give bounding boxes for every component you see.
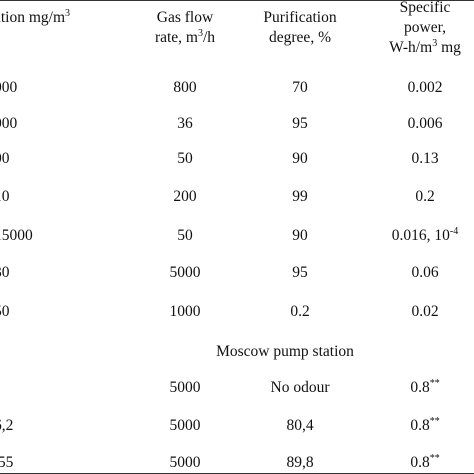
body-cell: 5000	[169, 379, 201, 396]
cell-line: Gas flow	[155, 8, 215, 28]
body-cell: 50	[177, 227, 193, 244]
header-cell: Purification degree, %	[263, 8, 336, 48]
text: degree, %	[269, 29, 331, 46]
text: mg	[437, 39, 461, 56]
superscript: **	[429, 378, 440, 389]
text: Specific	[399, 0, 451, 16]
cell-line: 0.8**	[410, 416, 439, 436]
cell-line: Purification	[263, 8, 336, 28]
text: W-h/m	[389, 39, 433, 56]
text: power,	[404, 19, 446, 36]
text: Purification	[263, 9, 337, 26]
body-cell: 0.006	[407, 115, 443, 132]
superscript: **	[429, 416, 440, 427]
text: 0.8	[410, 417, 430, 434]
body-cell: 1000	[169, 303, 201, 320]
cell-line: rate, m3/h	[155, 28, 215, 48]
superscript: -4	[449, 226, 459, 237]
top-rule	[0, 0, 474, 1]
cell-line: 0.8**	[410, 453, 439, 473]
body-cell: 95	[292, 264, 308, 281]
text: Gas flow	[156, 9, 214, 26]
body-cell: 5000	[169, 417, 201, 434]
section-label: Moscow pump station	[216, 343, 354, 360]
body-cell: 90	[292, 150, 308, 167]
body-cell: 0.06	[411, 264, 439, 281]
header-cell: Gas flow rate, m3/h	[155, 8, 215, 48]
body-cell: 000	[0, 115, 18, 132]
body-cell: 5000	[169, 264, 201, 281]
text: 0.8	[410, 454, 430, 471]
body-cell: 0.02	[411, 303, 439, 320]
body-cell: 15000	[0, 227, 33, 244]
text: /h	[202, 29, 216, 46]
cell-line: Specific	[389, 0, 461, 18]
superscript: 3	[197, 28, 203, 39]
superscript: 3	[65, 8, 71, 19]
body-cell: 89,8	[286, 454, 314, 471]
body-cell: 0.2	[415, 188, 435, 205]
text: 0.8	[410, 379, 430, 396]
body-cell: 30	[0, 264, 10, 281]
cell-line: 0.8**	[410, 378, 439, 398]
body-cell: 0.016, 10-4	[392, 226, 458, 246]
body-cell: 00	[0, 150, 10, 167]
body-cell: 50	[177, 150, 193, 167]
body-cell: ,55	[0, 454, 14, 471]
body-cell: 80,4	[286, 417, 314, 434]
header-cell: Specific power, W-h/m3 mg	[389, 0, 461, 58]
superscript: **	[429, 453, 440, 464]
body-cell: 50	[0, 303, 10, 320]
body-cell: 0.8**	[410, 453, 439, 473]
body-cell: 5000	[169, 454, 201, 471]
body-cell: 0.13	[411, 150, 439, 167]
body-cell: 0.002	[407, 79, 443, 96]
body-cell: 10	[0, 188, 10, 205]
superscript: 3	[432, 38, 438, 49]
body-cell: 0.2	[290, 303, 310, 320]
cell-line: ation mg/m3	[0, 8, 70, 28]
cell-line: degree, %	[263, 28, 336, 48]
body-cell: 200	[173, 188, 197, 205]
cell-line: 0.016, 10-4	[392, 226, 458, 246]
body-cell: 6,2	[0, 417, 14, 434]
body-cell: 70	[292, 79, 308, 96]
body-cell: 000	[0, 79, 18, 96]
body-cell: 0.8**	[410, 378, 439, 398]
body-cell: 99	[292, 188, 308, 205]
body-cell: No odour	[270, 379, 330, 396]
cell-line: power,	[389, 18, 461, 38]
body-cell: 90	[292, 227, 308, 244]
header-cell: ation mg/m3	[0, 8, 70, 28]
text: rate, m	[154, 29, 198, 46]
body-cell: 800	[173, 79, 197, 96]
body-cell: 95	[292, 115, 308, 132]
body-cell: 0.8**	[410, 416, 439, 436]
text: ation mg/m	[0, 9, 66, 26]
text: 0.016, 10	[391, 227, 450, 244]
body-cell: 36	[177, 115, 193, 132]
cell-line: W-h/m3 mg	[389, 38, 461, 58]
